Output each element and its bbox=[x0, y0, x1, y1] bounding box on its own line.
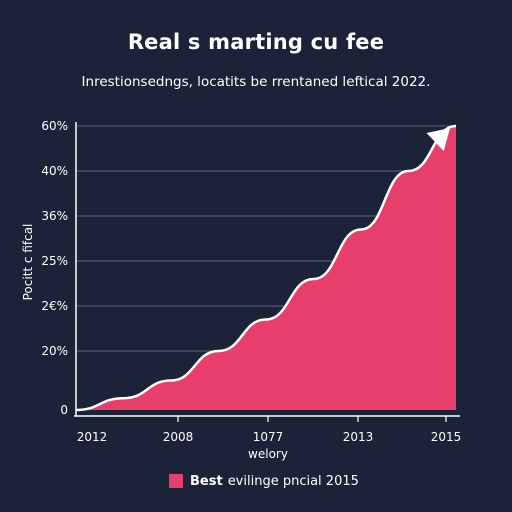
legend: Best evilinge pncial 2015 bbox=[169, 473, 359, 489]
legend-label: evilinge pncial 2015 bbox=[227, 473, 359, 489]
y-tick-label: 60% bbox=[41, 119, 68, 133]
x-tick-label: 1077 bbox=[253, 430, 284, 444]
y-axis-label: Pocitt c fifcal bbox=[21, 224, 35, 301]
x-tick-label: 2013 bbox=[343, 430, 374, 444]
y-tick-label: 20% bbox=[41, 344, 68, 358]
area-fill bbox=[76, 126, 456, 410]
y-tick-label: 40% bbox=[41, 164, 68, 178]
x-tick-label: 2008 bbox=[163, 430, 194, 444]
y-tick-labels: 0 20% 2€% 25% 36% 40% 60% bbox=[41, 119, 68, 417]
area-series bbox=[75, 124, 457, 412]
area-curve-line bbox=[75, 124, 457, 412]
x-tick-label: 2015 bbox=[431, 430, 462, 444]
chart-title: Real s marting cu fee bbox=[127, 30, 385, 54]
x-tick-label: 2012 bbox=[77, 430, 108, 444]
legend-label-bold: Best bbox=[190, 473, 223, 489]
y-tick-label: 2€% bbox=[41, 299, 68, 313]
y-tick-label: 0 bbox=[60, 403, 68, 417]
x-axis-label: welory bbox=[248, 447, 288, 461]
legend-swatch bbox=[169, 474, 183, 488]
chart-subtitle: Inrestionsedngs, locatits be rrentaned l… bbox=[81, 74, 431, 90]
y-tick-label: 25% bbox=[41, 254, 68, 268]
x-tick-labels: 2012 2008 1077 2013 2015 bbox=[77, 430, 462, 444]
axes bbox=[74, 122, 460, 422]
y-tick-label: 36% bbox=[41, 209, 68, 223]
curve-arrowhead bbox=[426, 128, 450, 152]
